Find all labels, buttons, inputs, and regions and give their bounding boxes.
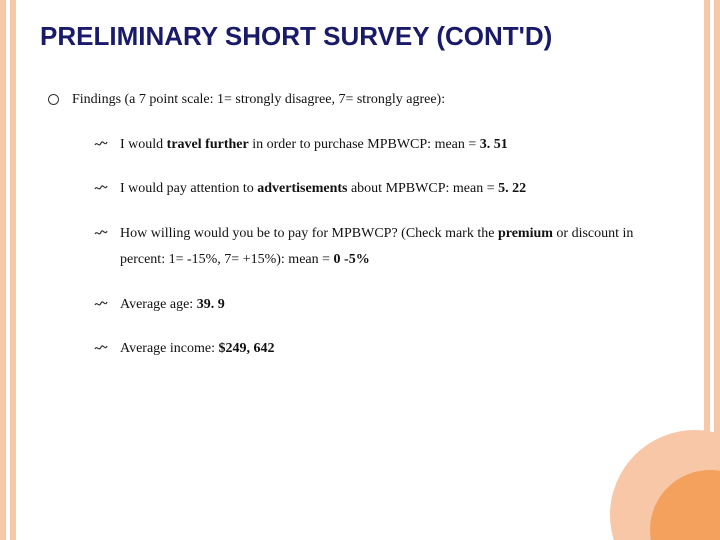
item-bold-1: $249, 642 [218, 341, 274, 356]
left-stripe-2 [10, 0, 16, 540]
item-bold-1: premium [498, 226, 553, 241]
item-bold-1: advertisements [257, 181, 347, 196]
item-bold-2: 5. 22 [498, 181, 526, 196]
outer-list: Findings (a 7 point scale: 1= strongly d… [40, 89, 680, 364]
item-pre: I would [120, 137, 167, 152]
inner-list: I would travel further in order to purch… [72, 132, 680, 364]
left-stripe-1 [0, 0, 6, 540]
scribble-icon [94, 228, 108, 238]
item-bold-2: 0 -5% [334, 252, 370, 267]
item-bold-2: 3. 51 [480, 137, 508, 152]
item-pre: I would pay attention to [120, 181, 257, 196]
list-item: Average income: $249, 642 [94, 336, 680, 363]
findings-text: Findings (a 7 point scale: 1= strongly d… [72, 92, 445, 107]
item-mid: in order to purchase MPBWCP: mean = [249, 137, 480, 152]
list-item: I would pay attention to advertisements … [94, 176, 680, 203]
scribble-icon [94, 139, 108, 149]
item-bold-1: travel further [167, 137, 249, 152]
findings-item: Findings (a 7 point scale: 1= strongly d… [48, 89, 680, 364]
scribble-icon [94, 343, 108, 353]
scribble-icon [94, 299, 108, 309]
scribble-icon [94, 183, 108, 193]
item-bold-1: 39. 9 [197, 297, 225, 312]
list-item: I would travel further in order to purch… [94, 132, 680, 159]
item-pre: How willing would you be to pay for MPBW… [120, 226, 498, 241]
item-pre: Average income: [120, 341, 218, 356]
list-item: Average age: 39. 9 [94, 292, 680, 319]
item-pre: Average age: [120, 297, 197, 312]
slide-content: PRELIMINARY SHORT SURVEY (CONT'D) Findin… [40, 20, 680, 381]
list-item: How willing would you be to pay for MPBW… [94, 221, 680, 274]
item-mid: about MPBWCP: mean = [347, 181, 498, 196]
slide-title: PRELIMINARY SHORT SURVEY (CONT'D) [40, 20, 680, 53]
